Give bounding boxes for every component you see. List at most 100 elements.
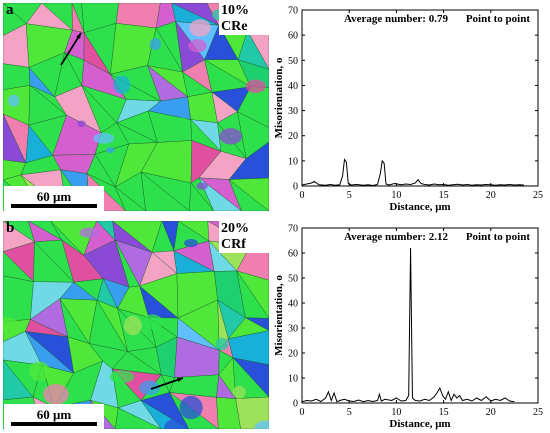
- chart-svg-f: 0 10 20 30 40 50 60 70 0 5 10 15 20 25 Distance, μm Mis…: [273, 224, 543, 431]
- grain-spot: [232, 385, 246, 399]
- chart-letter-f: f: [241, 237, 246, 252]
- annotation-mode: Point to point: [466, 13, 531, 25]
- x-tick-label: 5: [347, 190, 352, 201]
- misorientation-chart-f: 0 10 20 30 40 50 60 70 0 5 10 15 20 25 Distance, μm Mis…: [273, 218, 550, 433]
- grain: [114, 407, 162, 429]
- grain-spot: [139, 380, 160, 396]
- grain: [228, 178, 269, 211]
- y-tick-label: 10: [288, 374, 298, 385]
- grain-spot: [184, 238, 198, 248]
- y-tick-label: 60: [288, 31, 298, 42]
- condition-text-a: 10% CR: [221, 3, 249, 34]
- misorientation-chart-e: 0 10 20 30 40 50 60 70 0 5 10 15 20 25 Distance, μm Mis…: [273, 0, 550, 216]
- grain: [228, 141, 269, 180]
- grain-spot: [164, 418, 189, 429]
- grain: [140, 171, 190, 211]
- x-tick-label: 0: [300, 407, 305, 418]
- x-tick-label: 10: [391, 407, 401, 418]
- y-tick-label: 30: [288, 324, 298, 335]
- grain-spot: [188, 39, 207, 53]
- panel-letter-b: b: [6, 220, 15, 236]
- y-tick-label: 40: [288, 299, 298, 310]
- panel-b: b 20% CRf 60 μm: [0, 218, 275, 433]
- grain: [216, 397, 241, 429]
- y-tick-label: 0: [293, 399, 298, 410]
- grain: [3, 275, 34, 322]
- x-tick-label: 0: [300, 190, 305, 201]
- x-axis-label: Distance, μm: [389, 201, 450, 213]
- scalebar-label-b: 60 μm: [36, 407, 72, 422]
- x-tick-label: 5: [347, 407, 352, 418]
- annotation-average: Average number: 0.79: [344, 13, 448, 25]
- plot-frame: [301, 9, 539, 187]
- x-tick-label: 15: [439, 407, 449, 418]
- grain-spot: [113, 75, 131, 94]
- condition-label-b: 20% CRf: [219, 221, 275, 253]
- grain-spot: [29, 361, 50, 382]
- y-tick-label: 10: [288, 156, 298, 167]
- y-tick-label: 50: [288, 274, 298, 285]
- x-tick-label: 20: [486, 407, 496, 418]
- condition-label-a: 10% CRe: [219, 3, 275, 35]
- grain-spot: [196, 182, 208, 190]
- y-axis-label: Misorientation, o: [273, 57, 285, 138]
- plot-frame: [301, 227, 539, 404]
- ebsd-map-b: [3, 221, 269, 429]
- y-tick-label: 70: [288, 224, 298, 235]
- arrow-head: [76, 33, 81, 39]
- grain-spot: [123, 315, 142, 336]
- annotation-average: Average number: 2.12: [344, 231, 448, 243]
- x-tick-label: 25: [533, 190, 543, 201]
- grain-spot: [3, 317, 19, 332]
- grain-spot: [43, 384, 69, 405]
- scalebar-b: 60 μm: [4, 404, 104, 430]
- x-tick-label: 10: [391, 190, 401, 201]
- line-scan-arrow: [150, 377, 184, 390]
- misorientation-series-line: [301, 158, 524, 187]
- grain: [189, 182, 215, 211]
- grain-spot: [179, 395, 203, 420]
- y-tick-label: 30: [288, 106, 298, 117]
- misorientation-series-line: [301, 247, 515, 403]
- grain-spot: [109, 370, 135, 383]
- condition-text-b: 20% CR: [221, 221, 249, 252]
- grain-spot: [174, 117, 189, 132]
- grain-spot: [191, 131, 203, 142]
- scalebar-line-b: [11, 422, 97, 426]
- grain: [235, 396, 269, 429]
- grain-spot: [8, 94, 20, 107]
- y-tick-label: 50: [288, 56, 298, 67]
- grain-spot: [106, 147, 115, 154]
- y-axis-label: Misorientation, o: [273, 275, 285, 356]
- arrow-head: [177, 377, 183, 383]
- grain-spot: [79, 227, 100, 238]
- grain-spot: [77, 120, 86, 127]
- grain-spot: [215, 337, 229, 351]
- chart-svg-e: 0 10 20 30 40 50 60 70 0 5 10 15 20 25 Distance, μm Mis…: [273, 6, 543, 214]
- grain-spot: [254, 420, 269, 429]
- panel-a: a 10% CRe 60 μm: [0, 0, 275, 216]
- grain-spot: [93, 132, 115, 144]
- grain: [228, 330, 269, 366]
- y-tick-label: 20: [288, 349, 298, 360]
- scalebar-a: 60 μm: [4, 186, 104, 212]
- grain: [198, 177, 242, 211]
- grain: [237, 111, 269, 159]
- grain-spot: [189, 19, 211, 37]
- grain-spot: [219, 128, 243, 145]
- annotation-mode: Point to point: [466, 231, 531, 243]
- x-tick-label: 15: [439, 190, 449, 201]
- x-tick-label: 20: [486, 190, 496, 201]
- y-tick-label: 60: [288, 249, 298, 260]
- panel-letter-a: a: [6, 2, 14, 18]
- y-tick-label: 0: [293, 182, 298, 193]
- scalebar-label-a: 60 μm: [36, 189, 72, 204]
- chart-letter-e: e: [241, 19, 248, 34]
- grain-map-b: [3, 221, 269, 429]
- scalebar-line-a: [11, 204, 97, 208]
- grain-spot: [149, 38, 162, 51]
- line-scan-arrow: [60, 32, 82, 66]
- y-tick-label: 70: [288, 6, 298, 17]
- x-tick-label: 25: [533, 407, 543, 418]
- grain-spot: [142, 314, 163, 330]
